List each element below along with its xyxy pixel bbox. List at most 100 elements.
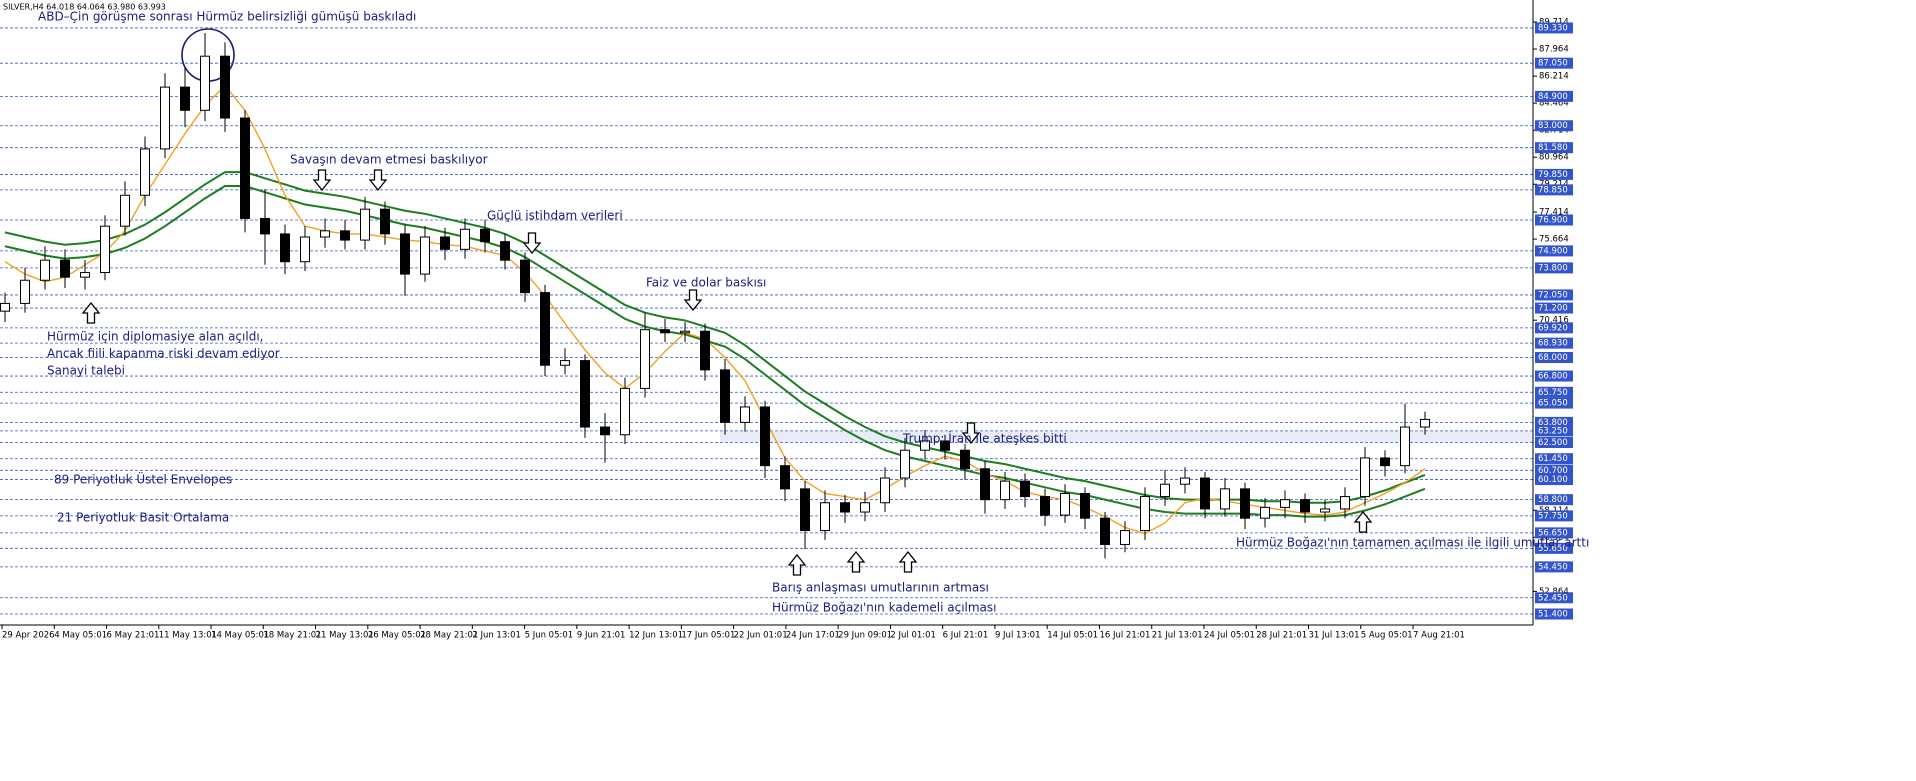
annotation: Hürmüz Boğazı'nın kademeli açılması xyxy=(772,601,997,615)
candle-body xyxy=(560,360,570,366)
candle-body xyxy=(1040,496,1050,516)
annotation: ABD–Çin görüşme sonrası Hürmüz belirsizl… xyxy=(38,10,416,24)
level-label-box xyxy=(1535,397,1573,409)
level-label: 61.450 xyxy=(1538,454,1568,464)
candle-body xyxy=(20,279,30,304)
candle-body xyxy=(260,217,270,235)
candle-body xyxy=(820,502,830,532)
candle-body xyxy=(840,502,850,513)
x-tick-label: 21 Jul 13:01 xyxy=(1152,631,1203,641)
candle-body xyxy=(760,406,770,467)
x-tick-label: 6 May 21:01 xyxy=(107,631,160,641)
symbol-header: SILVER,H4 64.018 64.064 63.980 63.993 xyxy=(3,3,166,12)
candle-body xyxy=(1260,506,1270,519)
level-label: 65.750 xyxy=(1538,388,1568,398)
candle-body xyxy=(340,230,350,241)
x-tick-label: 5 Aug 05:01 xyxy=(1361,631,1413,641)
y-tick-label: 84.464 xyxy=(1539,99,1569,109)
candle-body xyxy=(180,86,190,111)
level-label: 66.800 xyxy=(1538,372,1568,382)
x-tick-label: 9 Jul 13:01 xyxy=(995,631,1041,641)
candle-body xyxy=(1320,508,1330,513)
level-label-box xyxy=(1535,561,1573,573)
x-tick-label: 29 Apr 2026 xyxy=(2,631,55,641)
candle-body xyxy=(360,208,370,241)
candle-body xyxy=(960,449,970,470)
y-tick-label: 87.964 xyxy=(1539,45,1569,55)
level-label: 72.050 xyxy=(1538,290,1568,300)
level-label-box xyxy=(1535,262,1573,274)
candle-body xyxy=(800,488,810,532)
candle-body xyxy=(1360,457,1370,498)
candle-body xyxy=(220,55,230,119)
candle-body xyxy=(1420,418,1430,428)
level-label: 83.000 xyxy=(1538,121,1568,131)
sma-line xyxy=(4,84,1426,535)
x-tick-label: 28 May 21:01 xyxy=(420,631,478,641)
series-label: 89 Periyotluk Üstel Envelopes xyxy=(54,471,232,487)
up-arrow xyxy=(787,553,807,576)
level-label-box xyxy=(1535,592,1573,604)
level-label-box xyxy=(1535,214,1573,226)
candle-body xyxy=(780,465,790,490)
level-label: 54.450 xyxy=(1538,562,1568,572)
candle-body xyxy=(1180,477,1190,485)
candle-body xyxy=(1140,496,1150,532)
y-tick-label: 77.414 xyxy=(1539,208,1569,218)
candle-body xyxy=(140,148,150,196)
candle-body xyxy=(1100,517,1110,545)
y-tick-label: 52.864 xyxy=(1539,587,1569,597)
candle-body xyxy=(980,468,990,501)
level-label: 52.450 xyxy=(1538,593,1568,603)
x-tick-label: 7 Aug 21:01 xyxy=(1413,631,1465,641)
candle-body xyxy=(1400,426,1410,467)
candle-body xyxy=(1380,457,1390,467)
x-tick-label: 31 Jul 13:01 xyxy=(1309,631,1360,641)
level-label-box xyxy=(1535,184,1573,196)
candle-body xyxy=(680,330,690,334)
annotation: Trump: İran ile ateşkes bitti xyxy=(902,431,1067,446)
level-label-box xyxy=(1535,425,1573,437)
level-label: 56.650 xyxy=(1538,528,1568,538)
candle-body xyxy=(100,225,110,274)
level-label-box xyxy=(1535,57,1573,69)
level-label-box xyxy=(1535,608,1573,620)
x-tick-label: 4 May 05:01 xyxy=(54,631,107,641)
level-label-box xyxy=(1535,120,1573,132)
candle-body xyxy=(300,236,310,263)
down-arrow xyxy=(368,169,388,192)
candle-body xyxy=(200,55,210,111)
plot-area xyxy=(0,0,1533,625)
candle-body xyxy=(540,292,550,366)
up-arrow xyxy=(81,301,101,324)
level-label-box xyxy=(1535,370,1573,382)
candle-body xyxy=(500,241,510,261)
candle-body xyxy=(120,194,130,227)
down-arrow xyxy=(961,422,981,445)
level-label-box xyxy=(1535,510,1573,522)
shaded-zone xyxy=(720,430,1533,443)
candle-body xyxy=(660,329,670,334)
x-tick-label: 11 May 13:01 xyxy=(159,631,217,641)
candle-body xyxy=(1120,530,1130,545)
level-label-box xyxy=(1535,90,1573,102)
level-label: 63.800 xyxy=(1538,418,1568,428)
annotation: Barış anlaşması umutlarının artması xyxy=(772,581,989,595)
level-label-box xyxy=(1535,416,1573,428)
y-tick-label: 75.664 xyxy=(1539,235,1569,245)
candle-body xyxy=(1000,480,1010,501)
level-label-box xyxy=(1535,322,1573,334)
down-arrow xyxy=(522,232,542,255)
down-arrow xyxy=(683,289,703,312)
level-label: 87.050 xyxy=(1538,59,1568,69)
level-label-box xyxy=(1535,527,1573,539)
level-label: 51.400 xyxy=(1538,609,1568,619)
level-label-box xyxy=(1535,436,1573,448)
y-tick-label: 70.416 xyxy=(1539,316,1569,326)
candle-body xyxy=(580,360,590,428)
level-label-box xyxy=(1535,386,1573,398)
x-tick-label: 18 May 21:01 xyxy=(263,631,321,641)
x-tick-label: 14 Jul 05:01 xyxy=(1047,631,1098,641)
level-label: 89.330 xyxy=(1538,23,1568,33)
